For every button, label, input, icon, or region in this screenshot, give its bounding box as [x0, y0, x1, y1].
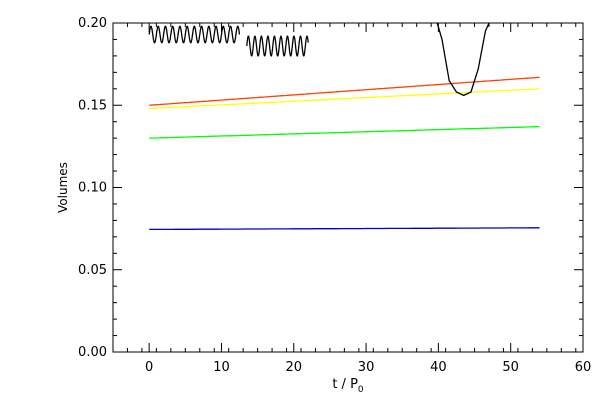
x-tick-label: 20: [285, 360, 302, 375]
x-tick-label: 10: [213, 360, 230, 375]
y-tick-label: 0.15: [78, 98, 107, 113]
axis-ticks: 0 10 20 30 40 50 60 0.00 0.05 0.10 0.15 0.20: [78, 16, 591, 375]
series-line-3: [149, 125, 540, 139]
y-tick-label: 0.20: [78, 16, 107, 31]
x-axis-label: t / P0: [332, 377, 364, 395]
y-tick-label: 0.00: [78, 345, 107, 360]
x-tick-label: 40: [430, 360, 447, 375]
series-line-5-segment-3: [436, 23, 490, 97]
plot-frame: [112, 22, 584, 353]
x-tick-label: 30: [358, 360, 375, 375]
series-line-2: [149, 88, 540, 110]
axes-frame: [112, 22, 584, 353]
series-line-4: [149, 227, 540, 231]
series-group: [148, 23, 540, 231]
x-tick-label: 60: [575, 360, 592, 375]
series-line-5-segment-1: [148, 25, 241, 44]
x-tick-label: 50: [502, 360, 519, 375]
y-tick-label: 0.05: [78, 263, 107, 278]
y-axis-label: Volumes: [56, 162, 70, 213]
x-tick-label: 0: [145, 360, 153, 375]
x-axis-label-subscript: 0: [358, 385, 364, 395]
y-tick-label: 0.10: [78, 181, 107, 196]
series-line-5-segment-2: [246, 35, 309, 57]
x-axis-label-main: t / P: [332, 377, 358, 392]
